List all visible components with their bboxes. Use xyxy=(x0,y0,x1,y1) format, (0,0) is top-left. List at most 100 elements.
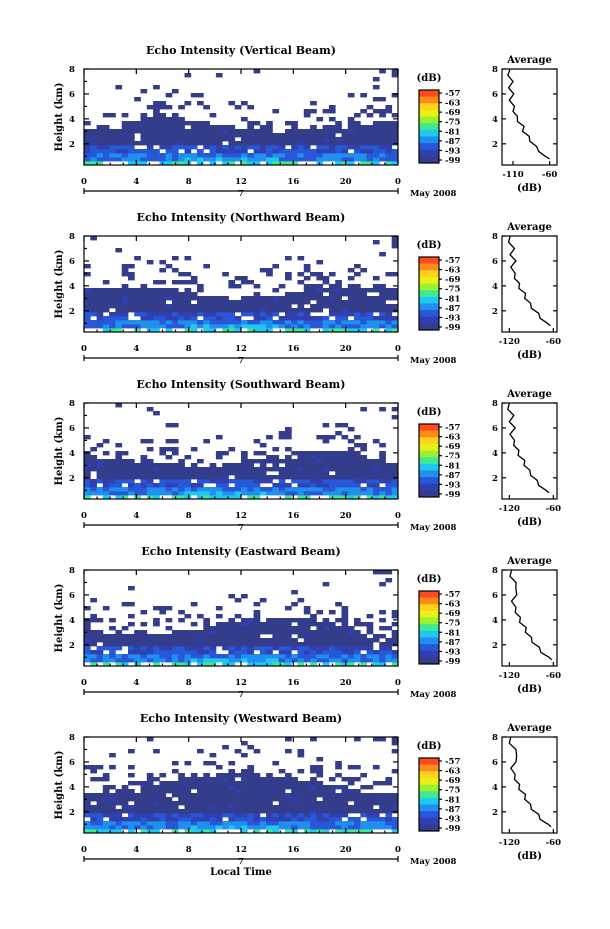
heatmap-cell xyxy=(128,773,135,778)
heatmap-cell xyxy=(197,805,204,810)
heatmap-cell xyxy=(190,658,198,663)
heatmap-cell xyxy=(328,292,336,297)
heatmap-cell xyxy=(379,308,386,313)
heatmap-cell xyxy=(197,149,204,154)
heatmap-cell xyxy=(385,646,393,651)
heatmap-cell xyxy=(184,137,192,142)
heatmap-cell xyxy=(228,487,236,492)
heatmap-cell xyxy=(146,813,154,818)
heatmap-cell xyxy=(297,133,305,138)
heatmap-cell xyxy=(354,451,361,456)
heatmap-cell xyxy=(96,125,104,130)
x-tick-label: 20 xyxy=(340,511,352,521)
heatmap-cell xyxy=(310,765,317,770)
colorbar-unit: (dB) xyxy=(417,741,442,752)
heatmap-cell xyxy=(178,296,185,301)
x-tick-label: 4 xyxy=(133,845,139,855)
heatmap-cell xyxy=(90,654,97,659)
heatmap-cell xyxy=(303,658,311,663)
heatmap-cell xyxy=(391,157,399,162)
heatmap-cell xyxy=(178,312,185,317)
heatmap-cell xyxy=(96,324,104,329)
heatmap-cell xyxy=(215,642,223,647)
heatmap-cell xyxy=(215,320,223,325)
heatmap-cell xyxy=(228,825,236,830)
heatmap-cell xyxy=(140,491,148,496)
heatmap-cell xyxy=(128,654,135,659)
heatmap-cell xyxy=(379,658,386,663)
heatmap-cell xyxy=(203,813,210,818)
heatmap-cell xyxy=(266,300,273,305)
colorbar-tick-label: -87 xyxy=(445,805,460,815)
heatmap-cell xyxy=(347,312,355,317)
heatmap-cell xyxy=(121,129,129,134)
heatmap-cell xyxy=(165,821,173,826)
heatmap-cell xyxy=(146,312,154,317)
heatmap-cell xyxy=(391,121,399,126)
heatmap-cell xyxy=(272,825,280,830)
heatmap-cell xyxy=(165,328,173,333)
heatmap-cell xyxy=(372,801,380,806)
heatmap-cell xyxy=(285,435,292,440)
heatmap-cell xyxy=(385,495,393,500)
heatmap-cell xyxy=(272,829,280,834)
heatmap-cell xyxy=(259,797,267,802)
heatmap-cell xyxy=(134,801,141,806)
heatmap-cell xyxy=(328,809,336,814)
heatmap-cell xyxy=(366,137,374,142)
heatmap-cell xyxy=(115,85,123,90)
heatmap-cell xyxy=(102,495,110,500)
heatmap-cell xyxy=(291,161,298,166)
heatmap-cell xyxy=(102,642,110,647)
heatmap-cell xyxy=(391,654,399,659)
heatmap-cell xyxy=(140,487,148,492)
heatmap-cell xyxy=(159,606,167,611)
heatmap-cell xyxy=(297,459,305,464)
heatmap-cell xyxy=(303,821,311,826)
heatmap-cell xyxy=(241,149,248,154)
heatmap-cell xyxy=(272,288,280,293)
heatmap-cell xyxy=(322,157,330,162)
heatmap-cell xyxy=(102,145,110,150)
heatmap-cell xyxy=(366,630,374,635)
heatmap-cell xyxy=(303,805,311,810)
heatmap-cell xyxy=(178,821,185,826)
heatmap-cell xyxy=(165,781,173,786)
heatmap-cell xyxy=(372,153,380,158)
heatmap-cell xyxy=(272,153,280,158)
heatmap-cell xyxy=(291,805,298,810)
heatmap-cell xyxy=(115,300,123,305)
heatmap-cell xyxy=(372,781,380,786)
heatmap-cell xyxy=(372,296,380,301)
heatmap-cell xyxy=(379,459,386,464)
heatmap-cell xyxy=(178,825,185,830)
heatmap-cell xyxy=(146,300,154,305)
heatmap-cell xyxy=(347,650,355,655)
heatmap-cell xyxy=(96,137,104,142)
heatmap-cell xyxy=(134,312,141,317)
heatmap-cell xyxy=(341,491,349,496)
heatmap-cell xyxy=(385,821,393,826)
heatmap-cell xyxy=(96,638,104,643)
heatmap-cell xyxy=(228,658,236,663)
average-x-tick-label: -60 xyxy=(546,671,561,681)
heatmap-cell xyxy=(190,467,198,472)
heatmap-cell xyxy=(360,463,367,468)
heatmap-cell xyxy=(159,658,167,663)
heatmap-cell xyxy=(146,324,154,329)
heatmap-cell xyxy=(247,769,254,774)
heatmap-cell xyxy=(171,447,179,452)
heatmap-cell xyxy=(241,467,248,472)
heatmap-cell xyxy=(140,642,148,647)
heatmap-cell xyxy=(285,777,292,782)
average-x-tick-label: -120 xyxy=(499,337,520,347)
heatmap-cell xyxy=(134,328,141,333)
heatmap-cell xyxy=(341,785,349,790)
heatmap-cell xyxy=(234,129,242,134)
heatmap-cell xyxy=(379,737,386,742)
heatmap-cell xyxy=(291,328,298,333)
heatmap-cell xyxy=(278,638,286,643)
heatmap-cell xyxy=(209,642,217,647)
heatmap-cell xyxy=(121,149,129,154)
heatmap-cell xyxy=(391,797,399,802)
